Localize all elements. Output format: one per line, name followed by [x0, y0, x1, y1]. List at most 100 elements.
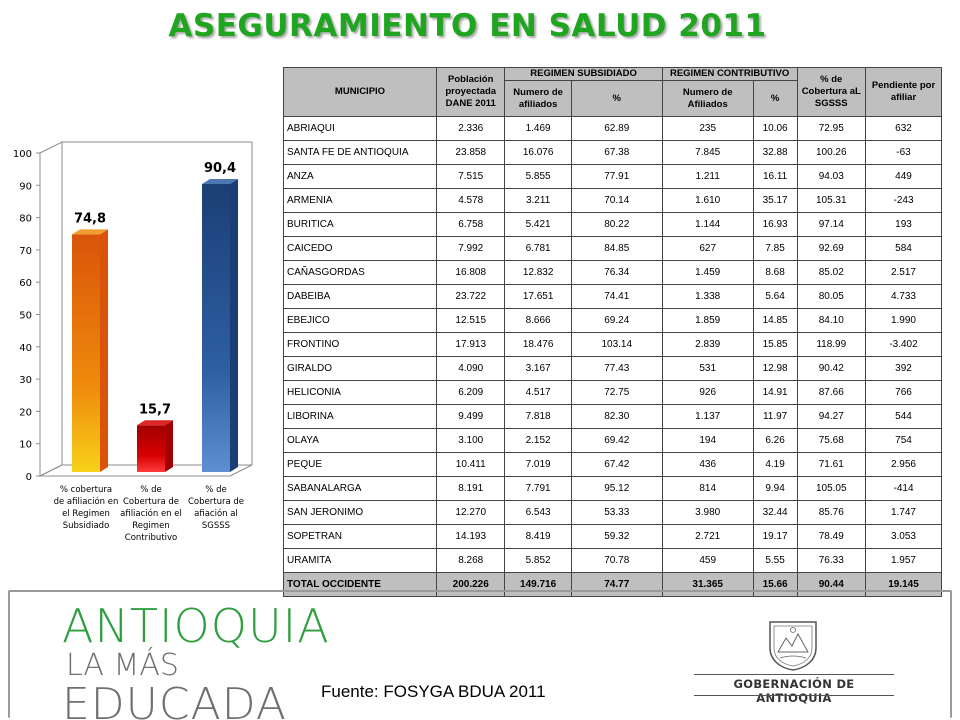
table-cell: 10.411 [435, 452, 506, 477]
table-cell: 2.152 [504, 428, 572, 453]
table-cell: 94.27 [796, 404, 866, 429]
table-cell: 8.419 [504, 524, 572, 549]
table-row: PEQUE 10.411 7.019 67.42 436 4.19 71.61 2.956 [283, 452, 943, 477]
header-pct-con: % [752, 80, 798, 117]
logo-line-1: ANTIOQUIA [62, 599, 330, 653]
table-cell: 35.17 [752, 188, 798, 213]
cell-municipio: DABEIBA [283, 284, 437, 309]
gov-rule-bottom [694, 695, 894, 696]
x-category-label-line: afiación al [194, 509, 238, 519]
table-cell: 1.610 [661, 188, 754, 213]
bar-top [72, 229, 108, 235]
table-cell: 70.14 [570, 188, 663, 213]
table-cell: 3.980 [661, 500, 754, 525]
table-cell: 15.85 [752, 332, 798, 357]
x-category-label-line: Cobertura de [187, 497, 244, 507]
total-cell: 149.716 [504, 572, 572, 597]
cell-municipio: SABANALARGA [283, 476, 437, 501]
table-cell: 1.469 [504, 116, 572, 141]
table-row: BURITICA 6.758 5.421 80.22 1.144 16.93 97.14 19… [283, 212, 943, 237]
table-cell: 105.31 [796, 188, 866, 213]
y-tick-label: 10 [19, 440, 32, 451]
y-tick-label: 60 [19, 278, 32, 289]
table-cell: 8.68 [752, 260, 798, 285]
table-cell: 11.97 [752, 404, 798, 429]
x-category-label: % de Cobertura de afiliación en el Regimen C… [111, 484, 191, 544]
table-cell: 72.95 [796, 116, 866, 141]
table-cell: 92.69 [796, 236, 866, 261]
table-cell: 627 [661, 236, 754, 261]
x-category-label-line: % de [140, 485, 162, 495]
table-cell: 7.85 [752, 236, 798, 261]
table-row: CAÑASGORDAS 16.808 12.832 76.34 1.459 8.68 85.… [283, 260, 943, 285]
table-cell: 4.578 [435, 188, 506, 213]
cell-municipio: LIBORINA [283, 404, 437, 429]
table-cell: 85.76 [796, 500, 866, 525]
table-cell: 67.42 [570, 452, 663, 477]
table-row: HELICONIA 6.209 4.517 72.75 926 14.91 87.66 766 [283, 380, 943, 405]
cell-municipio: SANTA FE DE ANTIOQUIA [283, 140, 437, 165]
table-cell: 67.38 [570, 140, 663, 165]
table-cell: 90.42 [796, 356, 866, 381]
table-cell: 194 [661, 428, 754, 453]
header-pct-sub: % [570, 80, 663, 117]
bar-data-label: 15,7 [139, 402, 171, 417]
table-row: DABEIBA 23.722 17.651 74.41 1.338 5.64 80.05 4.… [283, 284, 943, 309]
bar-top [137, 420, 173, 426]
chart-x-labels: % cobertura de afiliación en el Regimen Sub… [0, 478, 280, 548]
y-tick-label: 40 [19, 343, 32, 354]
table-cell: 544 [864, 404, 943, 429]
table-cell: 5.421 [504, 212, 572, 237]
table-cell: 23.722 [435, 284, 506, 309]
table-cell: 9.499 [435, 404, 506, 429]
table-row: SAN JERONIMO 12.270 6.543 53.33 3.980 32.44 85… [283, 500, 943, 525]
x-category-label: % de Cobertura de afiación al SGSSS [176, 484, 256, 532]
table-cell: 7.515 [435, 164, 506, 189]
table-cell: 80.05 [796, 284, 866, 309]
table-row: EBEJICO 12.515 8.666 69.24 1.859 14.85 84.10 1.… [283, 308, 943, 333]
table-cell: 4.090 [435, 356, 506, 381]
x-category-label-line: afiliación en el [120, 509, 182, 519]
table-cell: 1.990 [864, 308, 943, 333]
chart-plot: 0 10 20 30 40 50 60 70 80 90 100 74,8 15,7 90,4 [13, 141, 253, 480]
table-row: FRONTINO 17.913 18.476 103.14 2.839 15.85 118.… [283, 332, 943, 357]
cell-municipio: CAÑASGORDAS [283, 260, 437, 285]
table-cell: 94.03 [796, 164, 866, 189]
total-cell: 15.66 [752, 572, 798, 597]
header-cobertura: % de Cobertura aL SGSSS [796, 67, 866, 117]
table-cell: 85.02 [796, 260, 866, 285]
table-cell: -414 [864, 476, 943, 501]
table-cell: 17.651 [504, 284, 572, 309]
table-cell: 69.42 [570, 428, 663, 453]
table-cell: 8.268 [435, 548, 506, 573]
bar-front [137, 425, 165, 472]
table-cell: 71.61 [796, 452, 866, 477]
cell-municipio: OLAYA [283, 428, 437, 453]
table-cell: 80.22 [570, 212, 663, 237]
table-row: GIRALDO 4.090 3.167 77.43 531 12.98 90.42 392 [283, 356, 943, 381]
table-row: LIBORINA 9.499 7.818 82.30 1.137 11.97 94.27 54… [283, 404, 943, 429]
table-cell: 12.270 [435, 500, 506, 525]
table-cell: 70.78 [570, 548, 663, 573]
table-cell: 16.076 [504, 140, 572, 165]
bar-front [202, 184, 230, 472]
bar-side [100, 229, 108, 472]
cell-municipio: PEQUE [283, 452, 437, 477]
table-cell: 4.517 [504, 380, 572, 405]
table-cell: 77.43 [570, 356, 663, 381]
bar-data-label: 74,8 [74, 211, 106, 226]
table-cell: 814 [661, 476, 754, 501]
table-cell: 1.957 [864, 548, 943, 573]
table-cell: 754 [864, 428, 943, 453]
total-label: TOTAL OCCIDENTE [283, 572, 437, 597]
header-num-afiliados-sub: Numero de afiliados [504, 80, 572, 117]
source-note: Fuente: FOSYGA BDUA 2011 [321, 682, 546, 701]
table-cell: 84.10 [796, 308, 866, 333]
table-cell: 6.781 [504, 236, 572, 261]
table-cell: 3.211 [504, 188, 572, 213]
y-tick-label: 20 [19, 407, 32, 418]
table-cell: 632 [864, 116, 943, 141]
table-cell: 84.85 [570, 236, 663, 261]
table-cell: 1.747 [864, 500, 943, 525]
cell-municipio: HELICONIA [283, 380, 437, 405]
